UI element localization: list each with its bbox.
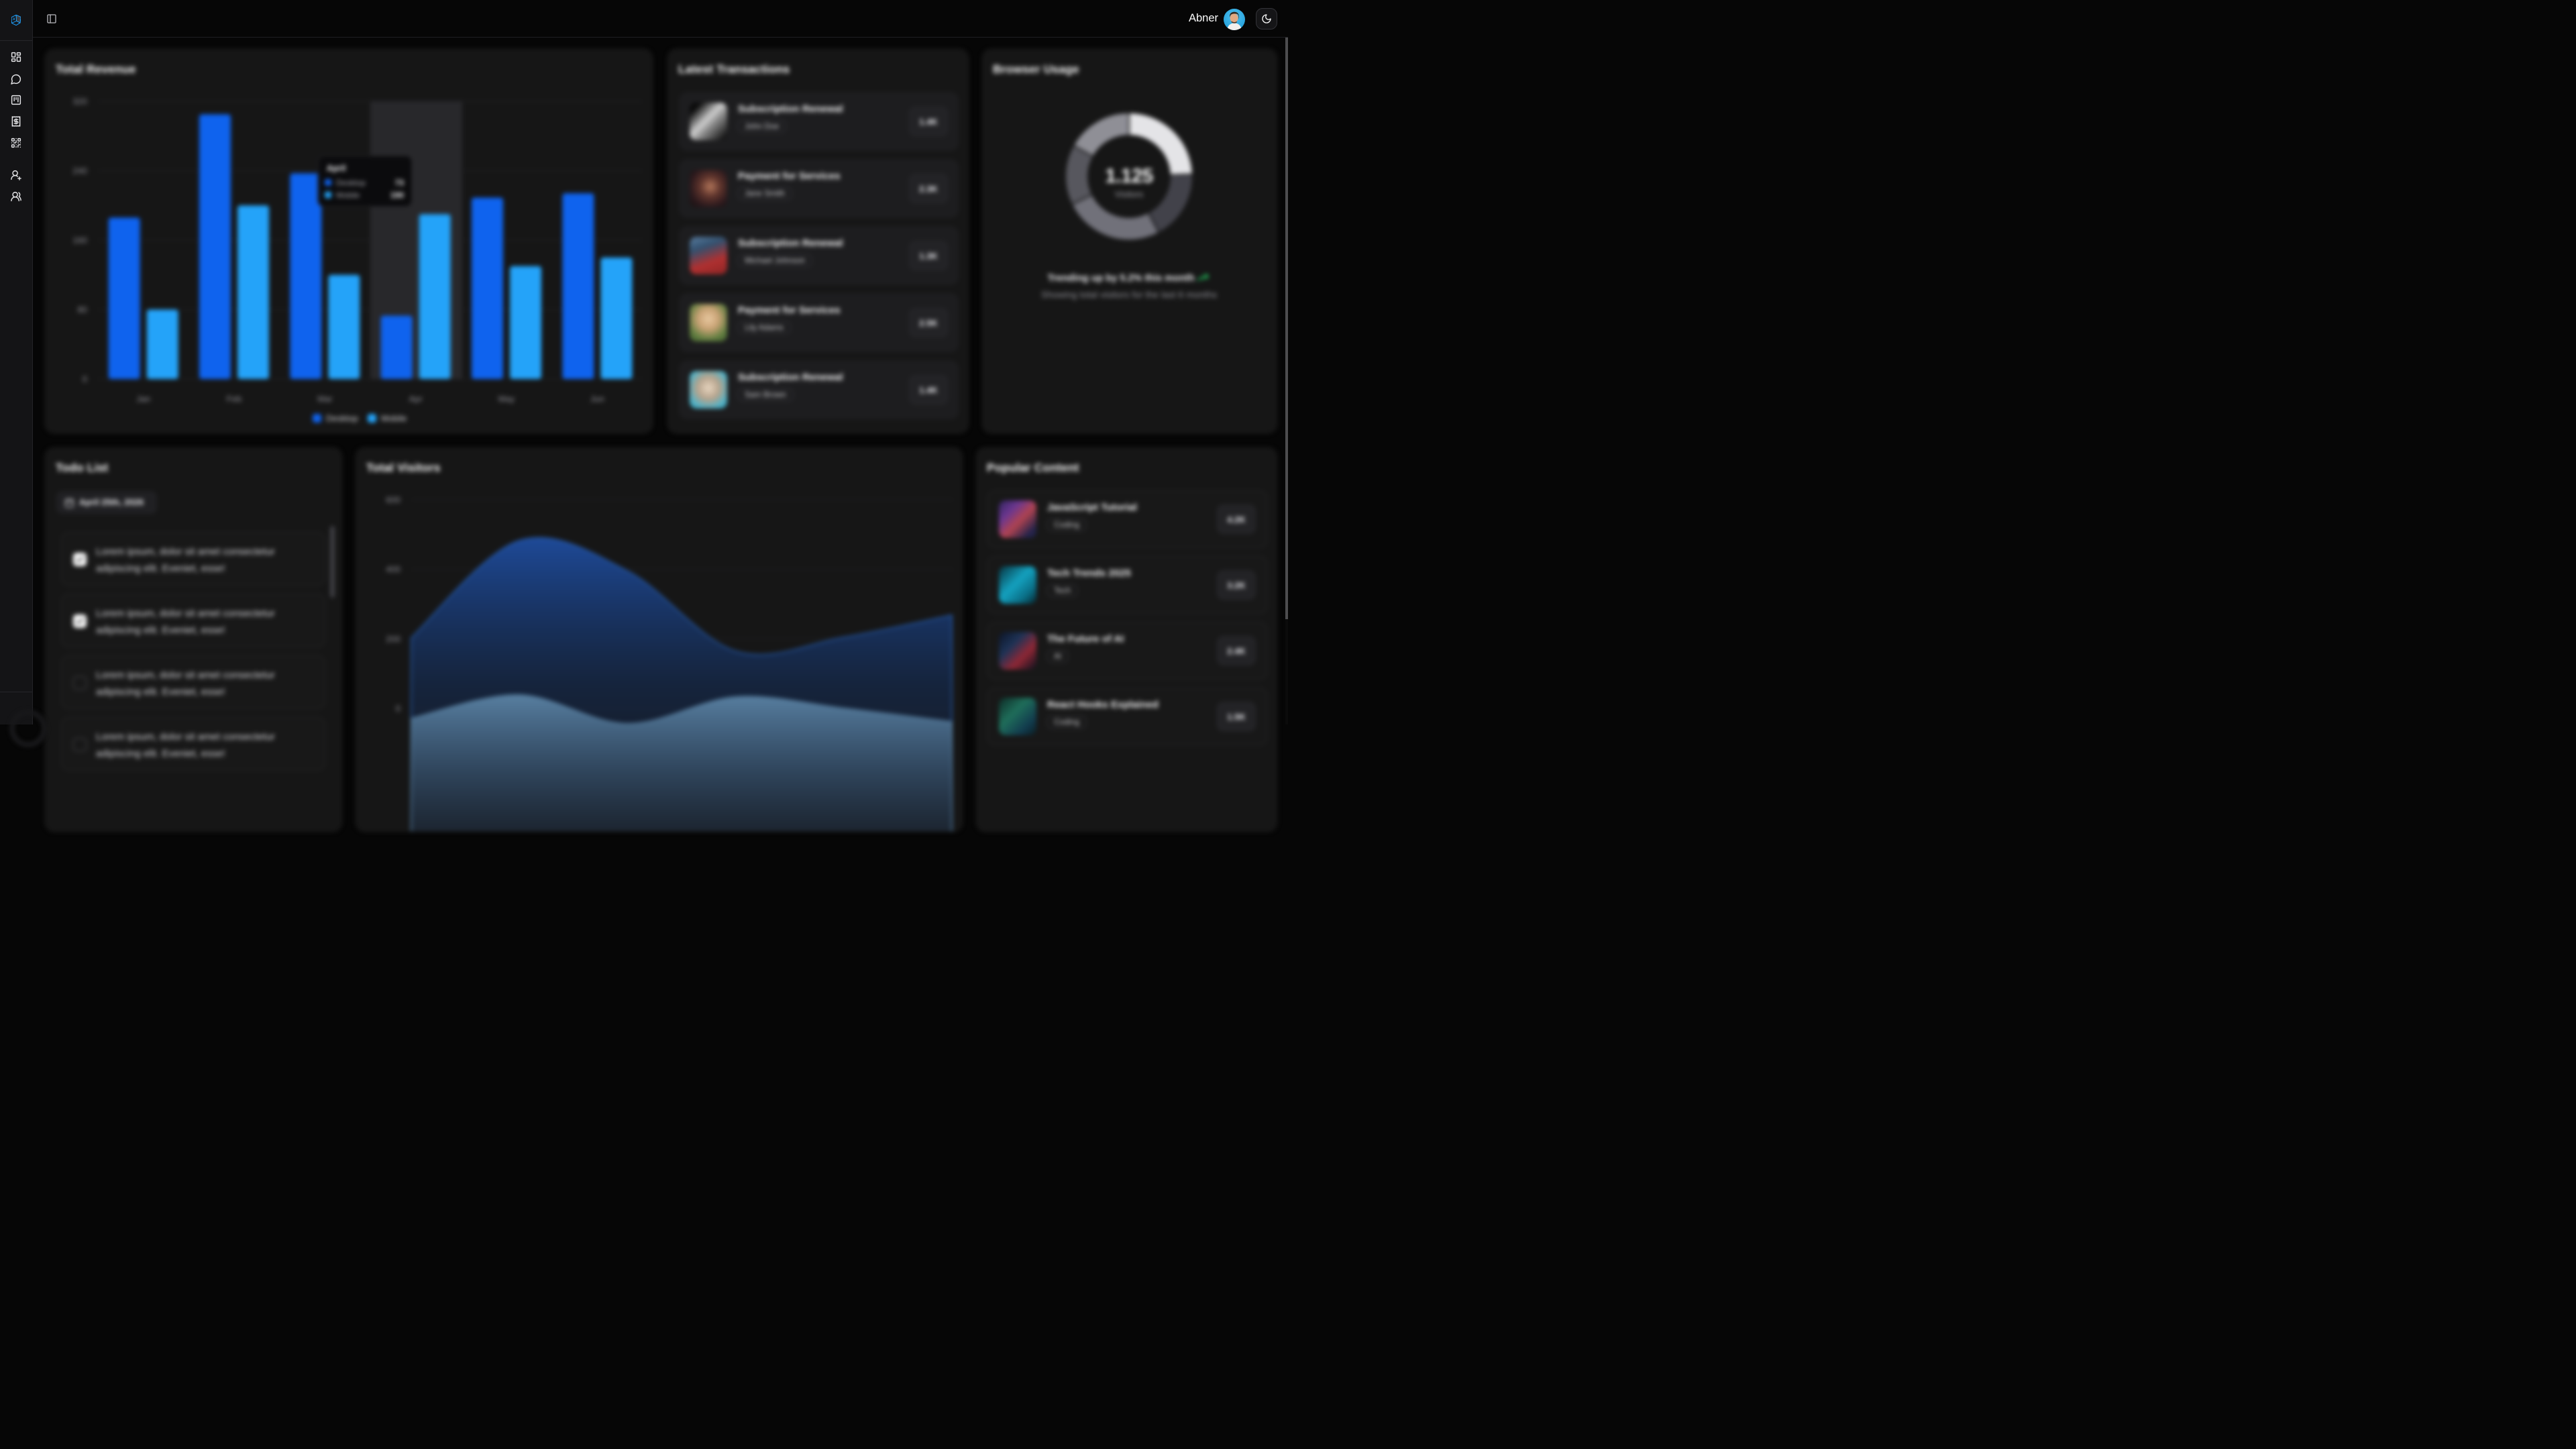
svg-text:Showing total visitors for the: Showing total visitors for the last 6 mo…: [1041, 289, 1217, 300]
svg-text:73: 73: [395, 178, 405, 188]
svg-text:April: April: [327, 164, 345, 173]
svg-text:Desktop: Desktop: [326, 413, 358, 423]
svg-text:600: 600: [386, 495, 400, 505]
svg-text:80: 80: [78, 305, 87, 315]
svg-text:Mar: Mar: [317, 394, 333, 404]
svg-text:160: 160: [72, 235, 87, 246]
svg-text:0: 0: [83, 374, 87, 384]
svg-text:Jun: Jun: [590, 394, 604, 404]
svg-text:1.125: 1.125: [1105, 165, 1152, 187]
svg-text:Visitors: Visitors: [1115, 189, 1144, 199]
svg-text:240: 240: [72, 166, 87, 176]
svg-text:Trending up by 5.2% this month: Trending up by 5.2% this month: [1047, 273, 1194, 284]
svg-text:B: B: [12, 18, 15, 21]
svg-text:200: 200: [386, 634, 400, 644]
svg-text:Feb: Feb: [227, 394, 241, 404]
svg-text:Mobile: Mobile: [336, 191, 360, 200]
svg-text:Apr: Apr: [409, 394, 423, 404]
svg-text:May: May: [498, 394, 515, 404]
svg-text:190: 190: [390, 191, 404, 200]
svg-text:0: 0: [396, 704, 400, 714]
svg-text:400: 400: [386, 564, 400, 574]
svg-text:320: 320: [72, 97, 87, 107]
svg-text:Mobile: Mobile: [381, 413, 407, 423]
svg-text:Desktop: Desktop: [336, 178, 366, 188]
svg-text:Jan: Jan: [136, 394, 150, 404]
